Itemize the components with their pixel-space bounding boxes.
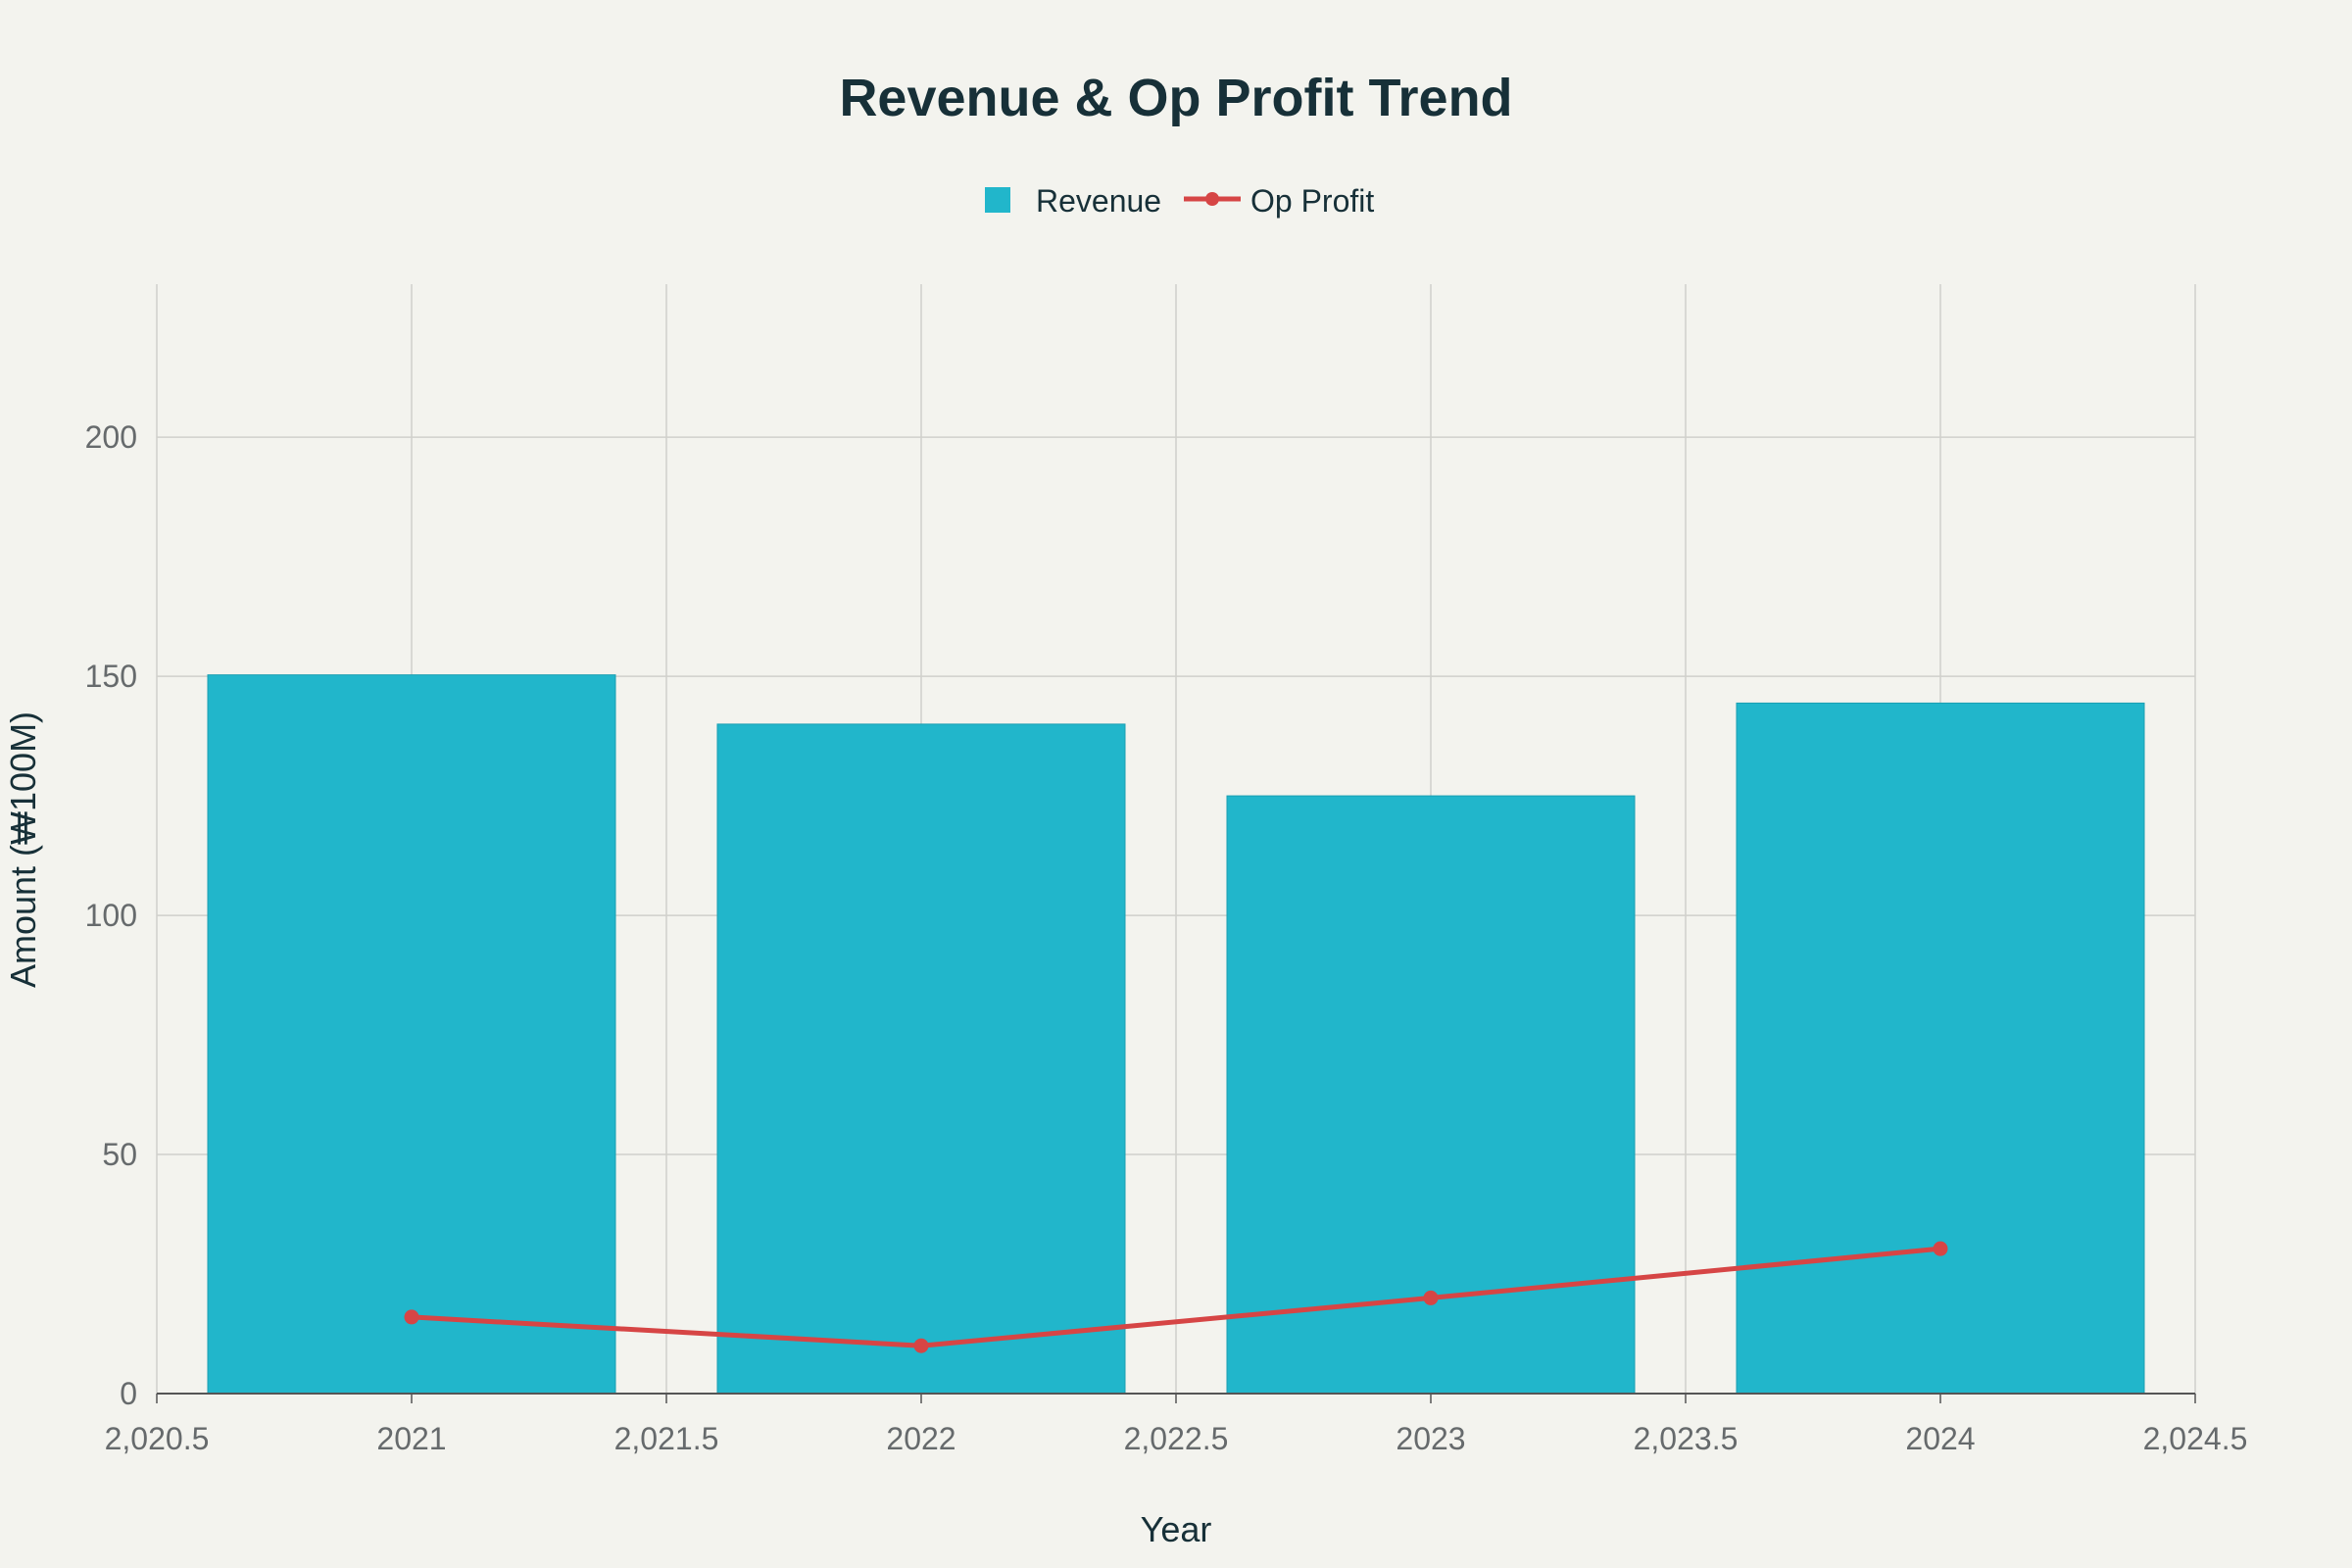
legend-marker-op-profit <box>1205 192 1219 206</box>
x-tick-label: 2024 <box>1905 1421 1975 1456</box>
x-tick-label: 2022 <box>886 1421 956 1456</box>
revenue-bar-2021[interactable] <box>207 674 616 1395</box>
chart-title: Revenue & Op Profit Trend <box>839 69 1512 127</box>
x-tick-label: 2,023.5 <box>1634 1421 1739 1456</box>
x-tick-label: 2021 <box>376 1421 446 1456</box>
op-profit-point-2022[interactable] <box>913 1338 929 1353</box>
y-tick-label: 200 <box>85 419 137 455</box>
x-tick-label: 2,021.5 <box>614 1421 719 1456</box>
revenue-bar-2024[interactable] <box>1736 702 2145 1395</box>
x-axis-ticks: 2,020.5 2021 2,021.5 2022 2,022.5 2023 2,023.5… <box>105 1394 2248 1456</box>
op-profit-series <box>404 1241 1948 1353</box>
x-tick-label: 2,024.5 <box>2143 1421 2248 1456</box>
x-tick-label: 2,022.5 <box>1124 1421 1229 1456</box>
op-profit-line <box>411 1246 1941 1348</box>
legend-swatch-revenue <box>985 187 1010 213</box>
y-axis-title: Amount (₩100M) <box>3 711 43 988</box>
y-tick-label: 50 <box>102 1137 137 1172</box>
x-tick-label: 2,020.5 <box>105 1421 210 1456</box>
x-tick-label: 2023 <box>1396 1421 1465 1456</box>
legend-label-op-profit[interactable]: Op Profit <box>1250 183 1374 219</box>
y-tick-label: 0 <box>120 1376 137 1411</box>
y-axis-ticks: 0 50 100 150 200 <box>85 419 137 1411</box>
legend-label-revenue[interactable]: Revenue <box>1036 183 1161 219</box>
y-tick-label: 100 <box>85 898 137 933</box>
legend[interactable]: Revenue Op Profit <box>985 183 1374 219</box>
revenue-bar-2022[interactable] <box>716 723 1126 1395</box>
op-profit-point-2023[interactable] <box>1423 1290 1439 1305</box>
x-axis-title: Year <box>1141 1509 1212 1549</box>
op-profit-point-2021[interactable] <box>404 1309 419 1325</box>
op-profit-point-2024[interactable] <box>1933 1241 1948 1256</box>
y-tick-label: 150 <box>85 659 137 694</box>
